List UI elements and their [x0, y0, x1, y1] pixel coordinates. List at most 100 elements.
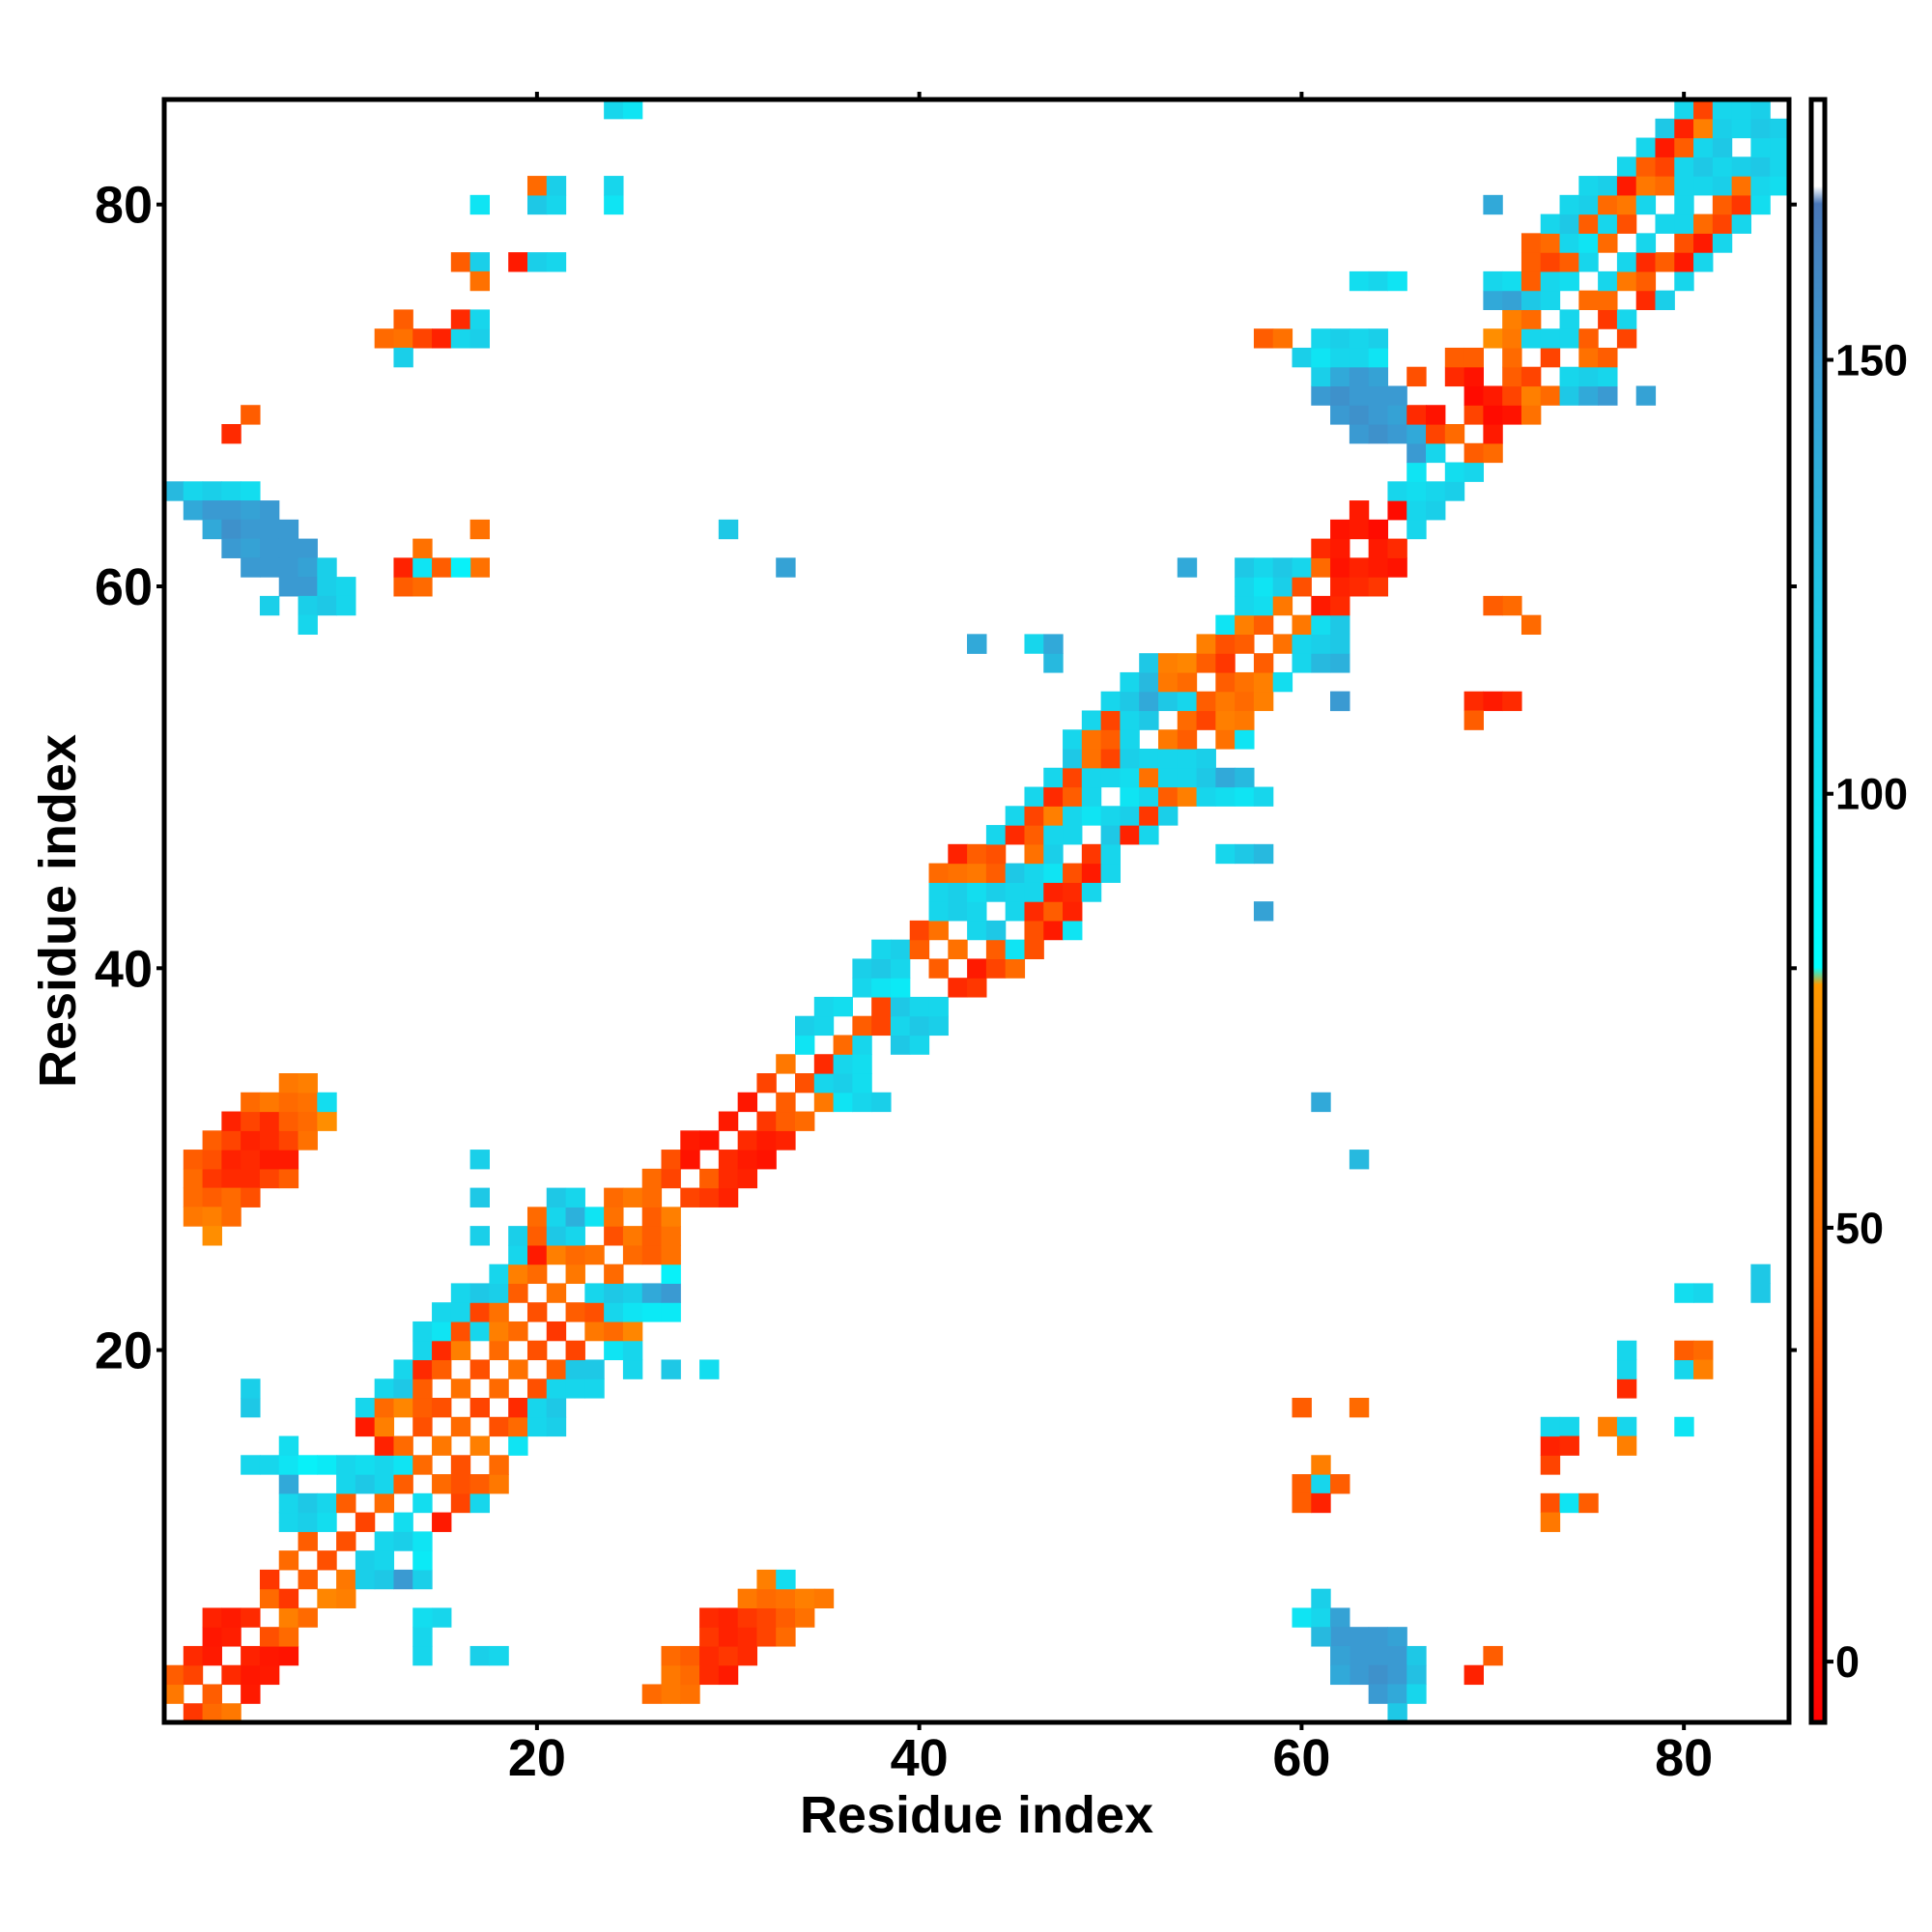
- heatmap-cell: [661, 1684, 681, 1704]
- heatmap-cell: [259, 1092, 280, 1113]
- heatmap-cell: [221, 1703, 242, 1723]
- heatmap-cell: [1635, 270, 1657, 292]
- heatmap-cell: [641, 1244, 663, 1265]
- heatmap-cell: [412, 1340, 433, 1361]
- heatmap-cell: [1063, 863, 1083, 883]
- heatmap-cell: [1712, 137, 1733, 157]
- heatmap-cell: [298, 538, 318, 558]
- heatmap-cell: [1330, 538, 1350, 558]
- heatmap-cell: [241, 557, 261, 578]
- heatmap-cell: [1292, 1607, 1312, 1628]
- heatmap-cell: [526, 1302, 548, 1322]
- heatmap-cell: [1253, 577, 1274, 597]
- heatmap-cell: [469, 1398, 490, 1418]
- heatmap-cell: [1559, 213, 1579, 234]
- heatmap-cell: [1349, 519, 1370, 540]
- heatmap-cell: [1177, 767, 1198, 788]
- heatmap-cell: [1215, 691, 1236, 712]
- heatmap-cell: [1272, 671, 1293, 693]
- heatmap-cell: [699, 1664, 720, 1686]
- heatmap-cell: [1635, 252, 1657, 272]
- heatmap-cell: [1330, 1627, 1350, 1647]
- heatmap-cell: [622, 1226, 643, 1246]
- heatmap-cell: [1693, 233, 1714, 253]
- heatmap-cell: [737, 1588, 758, 1609]
- heatmap-cell: [469, 1321, 490, 1342]
- heatmap-cell: [1387, 424, 1407, 444]
- heatmap-cell: [526, 1398, 548, 1418]
- heatmap-cell: [1635, 290, 1657, 311]
- heatmap-cell: [1235, 634, 1255, 654]
- heatmap-cell: [1770, 156, 1790, 177]
- heatmap-cell: [432, 1435, 452, 1456]
- heatmap-cell: [1750, 176, 1771, 196]
- heatmap-cell: [871, 958, 892, 979]
- heatmap-cell: [1215, 614, 1236, 636]
- heatmap-cell: [1540, 1416, 1561, 1437]
- heatmap-cell: [278, 1455, 299, 1475]
- heatmap-cell: [241, 1664, 261, 1686]
- heatmap-cell: [393, 347, 413, 368]
- heatmap-cell: [355, 1512, 376, 1532]
- heatmap-cell: [1731, 194, 1752, 215]
- heatmap-cell: [526, 1207, 548, 1227]
- heatmap-cell: [1616, 328, 1637, 349]
- heatmap-cell: [661, 1168, 681, 1189]
- heatmap-cell: [718, 1627, 739, 1647]
- heatmap-cell: [412, 1398, 433, 1418]
- heatmap-cell: [1272, 595, 1293, 616]
- heatmap-cell: [355, 1550, 376, 1571]
- heatmap-cell: [432, 1398, 452, 1418]
- heatmap-cell: [604, 176, 624, 196]
- heatmap-cell: [1349, 1627, 1370, 1647]
- heatmap-cell: [1540, 233, 1561, 253]
- heatmap-cell: [1081, 729, 1102, 750]
- heatmap-cell: [1444, 366, 1465, 387]
- heatmap-cell: [1330, 577, 1350, 597]
- heatmap-cell: [1330, 366, 1350, 387]
- heatmap-cell: [1100, 691, 1122, 712]
- heatmap-cell: [718, 1664, 739, 1686]
- heatmap-cell: [1750, 137, 1771, 157]
- heatmap-cell: [546, 1416, 567, 1437]
- heatmap-cell: [909, 939, 930, 960]
- heatmap-cell: [432, 557, 452, 578]
- heatmap-cell: [298, 1492, 318, 1514]
- heatmap-cell: [661, 1150, 681, 1170]
- heatmap-cell: [795, 1035, 815, 1055]
- heatmap-cell: [795, 1111, 815, 1131]
- heatmap-cell: [432, 1340, 452, 1361]
- heatmap-cell: [852, 1015, 872, 1037]
- heatmap-cell: [1043, 901, 1064, 922]
- heatmap-cell: [1731, 213, 1752, 234]
- heatmap-cell: [871, 978, 892, 998]
- heatmap-cell: [1635, 233, 1657, 253]
- heatmap-cell: [1520, 405, 1542, 425]
- heatmap-cell: [469, 1283, 490, 1303]
- heatmap-cell: [928, 1015, 949, 1037]
- heatmap-cell: [680, 1664, 700, 1686]
- heatmap-cell: [278, 1092, 299, 1113]
- heatmap-cell: [1520, 614, 1542, 636]
- heatmap-cell: [259, 557, 280, 578]
- heatmap-cell: [1157, 806, 1179, 826]
- heatmap-cell: [1311, 538, 1331, 558]
- heatmap-cell: [1693, 252, 1714, 272]
- heatmap-cell: [1750, 194, 1771, 215]
- heatmap-cell: [661, 1207, 681, 1227]
- heatmap-cell: [469, 1302, 490, 1322]
- heatmap-cell: [374, 1569, 395, 1590]
- heatmap-cell: [298, 1512, 318, 1532]
- heatmap-cell: [202, 519, 222, 540]
- heatmap-cell: [1043, 653, 1064, 673]
- colorbar-tick-label: 0: [1835, 1637, 1860, 1687]
- heatmap-cell: [489, 1340, 509, 1361]
- heatmap-cell: [1120, 710, 1140, 730]
- heatmap-cell: [1349, 1645, 1370, 1666]
- heatmap-cell: [1043, 825, 1064, 845]
- heatmap-cell: [450, 309, 471, 329]
- heatmap-cell: [1196, 710, 1216, 730]
- heatmap-cell: [776, 1588, 796, 1609]
- heatmap-cell: [1253, 786, 1274, 807]
- heatmap-cell: [584, 1359, 605, 1379]
